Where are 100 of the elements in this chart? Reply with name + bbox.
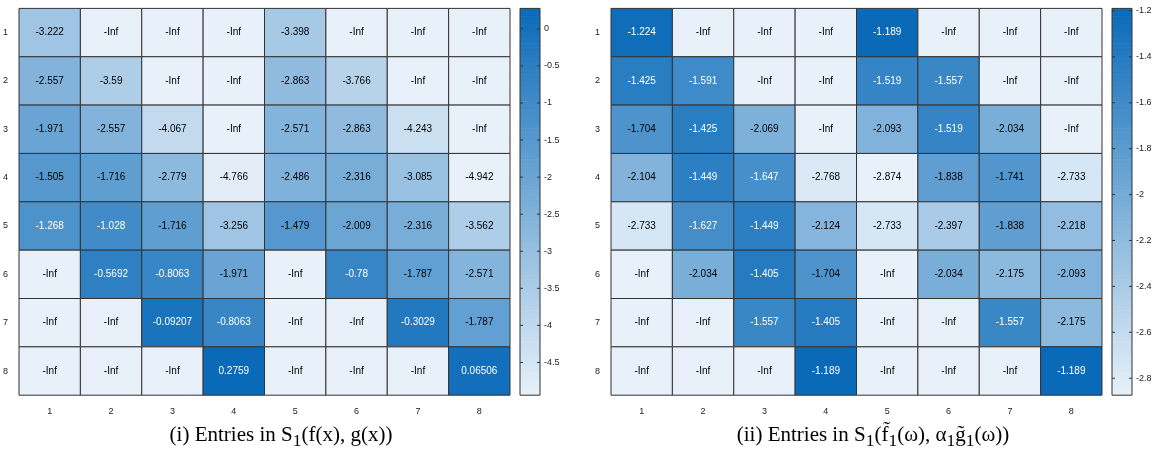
text: -Inf [410,74,426,86]
color-bar-label: -3.5 [544,282,560,293]
data-label: -4.766 [219,171,249,183]
color-bar-label: -2.4 [1136,280,1152,291]
data-label: -2.779 [158,171,188,183]
data-label: -1.189 [873,26,902,38]
text: -Inf [103,364,119,376]
text: -Inf [879,364,895,376]
data-label: -2.397 [934,219,964,231]
data-label: -2.874 [873,171,902,183]
data-label: -2.486 [281,171,310,183]
data-label: -1.189 [811,364,841,376]
chart-title: (ii) Entries in S$_{1}$(f̃$_{1}$(ω), α$_{1}$g̃$_{1}$(ω)) [736,422,1010,451]
x-tick-label: 3 [169,406,175,417]
x-tick-label: 6 [946,406,952,417]
text: -Inf [818,123,834,135]
text: -Inf [879,268,895,280]
data-label: -0.78 [345,268,369,280]
text: -Inf [941,364,956,376]
text: -Inf [472,74,487,86]
text: -Inf [349,26,364,38]
y-tick-label: 4 [2,172,9,183]
text: -Inf [410,364,426,376]
text: (i) Entries in S$_{1}$(f(x), g(x)) [168,422,394,452]
y-tick-label: 8 [594,365,601,376]
text: -Inf [103,26,119,38]
color-bar-label: -1.8 [1136,143,1152,154]
data-label: -2.557 [35,74,65,86]
text: -Inf [1002,364,1018,376]
text: -Inf [695,364,711,376]
x-tick-label: 2 [108,406,114,417]
text: -Inf [941,26,956,38]
text: -Inf [1064,123,1079,135]
data-label: -0.5692 [94,268,129,280]
data-label: -2.733 [873,219,902,231]
data-label: -2.863 [281,74,310,86]
data-label: 0.06506 [461,364,498,376]
data-label: -1.028 [96,219,126,231]
y-tick-label: 4 [594,172,601,183]
x-tick-label: 2 [700,406,706,417]
data-label: -3.222 [35,26,65,38]
data-label: -0.3029 [400,316,436,328]
text: -Inf [634,364,649,376]
x-tick-label: 4 [231,406,237,417]
data-label: -0.8063 [155,268,190,280]
x-tick-label: 7 [415,406,421,417]
text: -Inf [757,74,772,86]
text: -Inf [1064,26,1079,38]
text: -Inf [695,316,711,328]
y-tick-label: 1 [594,27,601,38]
data-label: -3.085 [403,171,433,183]
text: -Inf [757,26,772,38]
y-tick-label: 8 [2,365,9,376]
text: -Inf [1064,74,1079,86]
data-label: -1.787 [465,316,494,328]
data-label: -1.449 [750,219,780,231]
data-label: -1.519 [934,123,964,135]
data-label: -2.557 [96,123,126,135]
x-tick-label: 7 [1007,406,1013,417]
text: -Inf [818,26,834,38]
data-label: -1.716 [158,219,188,231]
data-label: -2.175 [995,268,1025,280]
x-tick-label: 4 [823,406,829,417]
color-bar-label: -1.2 [1136,5,1152,16]
text: -Inf [634,316,649,328]
text: -Inf [42,364,57,376]
y-tick-label: 6 [2,268,9,279]
data-label: -2.034 [934,268,964,280]
color-bar-label: -2.5 [544,208,560,219]
data-label: -2.009 [342,219,372,231]
data-label: -2.093 [1057,268,1086,280]
color-bar-label: -4.5 [544,356,560,367]
data-label: 0.2759 [218,364,250,376]
color-bar-label: -1.5 [544,134,560,145]
color-bar-label: -2 [1136,189,1145,200]
y-tick-label: 5 [2,220,9,231]
color-bar-label: -2.6 [1136,326,1152,337]
data-label: -2.069 [750,123,780,135]
x-tick-label: 8 [476,406,482,417]
x-tick-label: 1 [47,406,53,417]
data-label: -1.405 [811,316,841,328]
text: -Inf [472,26,487,38]
data-label: -3.562 [465,219,494,231]
data-label: -1.557 [995,316,1025,328]
color-bar-label: -2 [544,171,553,182]
y-tick-label: 3 [2,123,9,134]
data-label: -1.557 [934,74,964,86]
color-bar-label: -1.6 [1136,97,1152,108]
text: -Inf [818,74,834,86]
text: -Inf [165,26,180,38]
data-label: -2.571 [465,268,494,280]
data-label: -1.519 [873,74,902,86]
data-label: -1.838 [995,219,1025,231]
y-tick-label: 7 [594,317,601,328]
color-bar-label: -2.2 [1136,234,1152,245]
text: -Inf [287,364,303,376]
text: -Inf [287,268,303,280]
color-bar-label: -0.5 [544,60,560,71]
text: -Inf [757,364,772,376]
text: -Inf [349,364,364,376]
